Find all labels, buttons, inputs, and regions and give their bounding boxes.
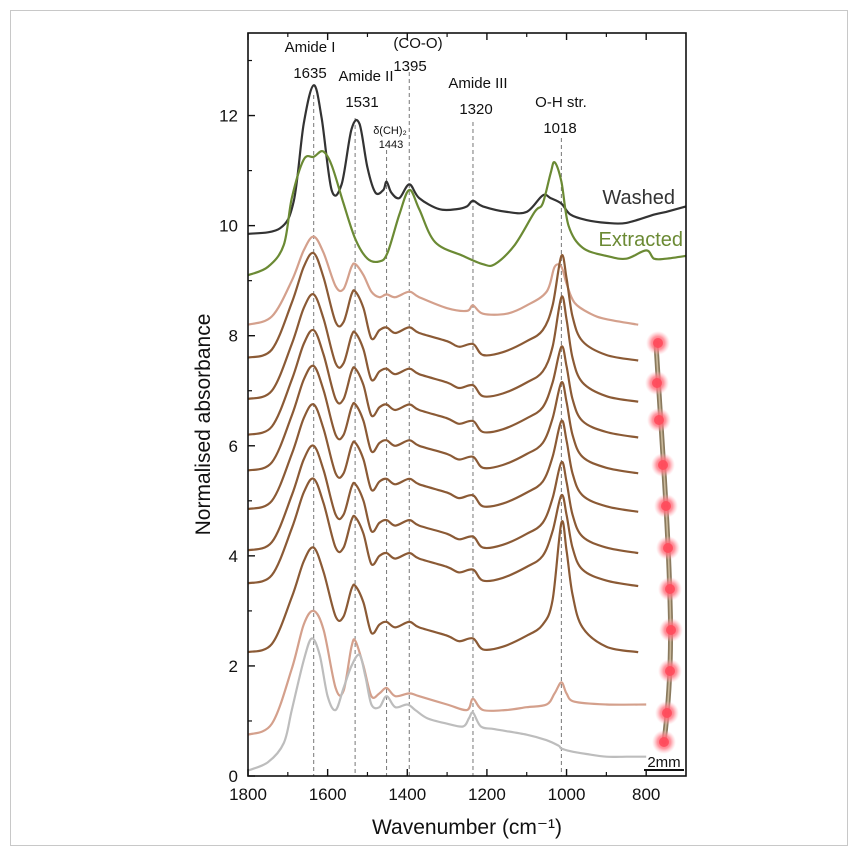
x-tick-label: 800 — [632, 785, 660, 804]
measurement-spot-core — [666, 625, 676, 635]
measurement-spot-core — [653, 338, 663, 348]
series-line-7 — [247, 364, 639, 475]
peak-label: Amide I — [285, 39, 336, 56]
peak-label: (CO-O) — [393, 35, 442, 52]
sample-fiber-image: 2mm — [644, 331, 684, 771]
series-line-3 — [247, 235, 639, 326]
measurement-spot-core — [658, 460, 668, 470]
peak-label: Amide II — [338, 68, 393, 85]
series-line-12 — [247, 609, 647, 736]
y-tick-label: 8 — [229, 327, 238, 346]
peak-wavenumber: 1395 — [393, 58, 426, 75]
peak-wavenumber: 1531 — [345, 94, 378, 111]
series-line-10 — [247, 477, 639, 588]
series-layer — [247, 84, 687, 772]
plot-border — [247, 32, 687, 777]
series-line-5 — [247, 293, 639, 403]
measurement-spot-core — [661, 501, 671, 511]
series-label-washed: Washed — [602, 187, 675, 209]
series-line-13 — [247, 637, 647, 772]
measurement-spot-core — [662, 708, 672, 718]
y-tick-label: 4 — [229, 547, 238, 566]
x-tick-label: 1200 — [468, 785, 506, 804]
series-line-2 — [247, 150, 687, 277]
series-line-1 — [247, 84, 687, 235]
series-line-9 — [247, 444, 639, 555]
measurement-spot-core — [652, 378, 662, 388]
scale-bar-label: 2mm — [647, 754, 680, 771]
x-tick-label: 1000 — [548, 785, 586, 804]
legend: Washed Extracted — [599, 187, 683, 251]
x-tick-label: 1400 — [388, 785, 426, 804]
annotations: Amide I 1635 Amide II 1531 δ(CH)₂ 1443 (CO-O) 1… — [285, 35, 587, 151]
y-tick-label: 2 — [229, 657, 238, 676]
y-axis-label: Normalised absorbance — [192, 314, 215, 536]
y-tick-label: 12 — [219, 107, 238, 126]
x-axis-label: Wavenumber (cm⁻¹) — [372, 816, 562, 839]
series-label-extracted: Extracted — [599, 229, 683, 251]
peak-label: Amide III — [448, 75, 507, 92]
peak-wavenumber: 1018 — [543, 120, 576, 137]
series-line-6 — [247, 328, 639, 439]
axes: 1800 1600 1400 1200 1000 800 0 2 4 6 8 10 12 Wavenumb… — [192, 32, 687, 839]
measurement-spot-core — [665, 666, 675, 676]
x-tick-label: 1800 — [229, 785, 267, 804]
guide-lines — [313, 72, 562, 776]
peak-label: O-H str. — [535, 94, 587, 111]
measurement-spot-core — [659, 737, 669, 747]
y-tick-label: 0 — [229, 767, 238, 786]
measurement-spot-core — [665, 584, 675, 594]
y-tick-label: 6 — [229, 437, 238, 456]
peak-wavenumber: 1320 — [459, 101, 492, 118]
measurement-spot-core — [654, 415, 664, 425]
figure-frame — [10, 10, 848, 846]
y-tick-label: 10 — [219, 217, 238, 236]
x-tick-label: 1600 — [309, 785, 347, 804]
peak-wavenumber: 1635 — [293, 65, 326, 82]
series-line-8 — [247, 403, 639, 513]
series-line-4 — [247, 251, 639, 362]
peak-label: δ(CH)₂ — [373, 125, 407, 137]
peak-wavenumber: 1443 — [379, 139, 403, 151]
measurement-spot-core — [663, 543, 673, 553]
series-line-11 — [247, 520, 639, 654]
